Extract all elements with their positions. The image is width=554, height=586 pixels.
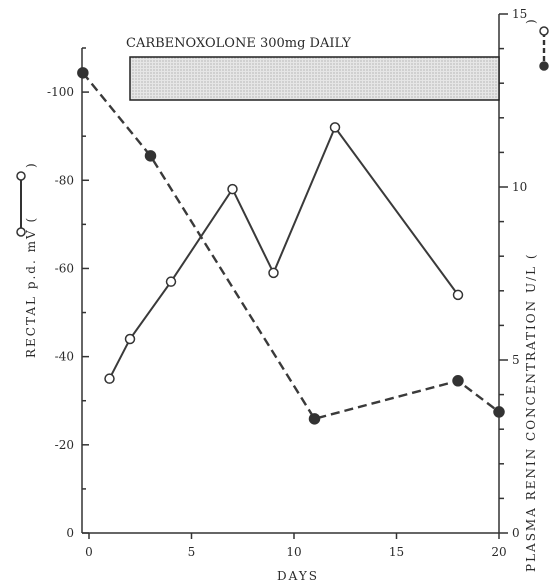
right-axis-title-group: PLASMA RENIN CONCENTRATION U/L ( bbox=[524, 252, 538, 572]
left-legend-symbol bbox=[16, 171, 26, 237]
x-axis-title: DAYS bbox=[277, 569, 319, 583]
series-rectal-line bbox=[108, 125, 459, 380]
right-axis-title: PLASMA RENIN CONCENTRATION U/L ( bbox=[524, 252, 538, 572]
rectal-pd-point bbox=[104, 373, 115, 384]
rectal-pd-point bbox=[329, 122, 341, 133]
left-tick-label: -40 bbox=[55, 350, 74, 364]
renin-point bbox=[452, 375, 464, 387]
left-axis-title-close: ) bbox=[24, 161, 38, 168]
series-renin-line bbox=[81, 72, 500, 421]
left-tick-label: -20 bbox=[55, 438, 74, 452]
right-tick-label: 10 bbox=[512, 180, 527, 194]
left-tick-label: -60 bbox=[55, 261, 74, 275]
x-tick-label: 0 bbox=[85, 545, 93, 559]
left-tick-label: 0 bbox=[66, 526, 74, 540]
right-tick-label: 5 bbox=[512, 353, 520, 367]
renin-point bbox=[493, 406, 505, 418]
right-legend-symbol bbox=[539, 26, 549, 71]
left-tick-label: -100 bbox=[47, 85, 74, 99]
rectal-pd-point bbox=[227, 183, 238, 195]
renin-point bbox=[144, 150, 157, 162]
x-tick-label: 15 bbox=[389, 545, 404, 559]
rectal-pd-point bbox=[165, 276, 177, 287]
left-axis-title-group: RECTAL p.d. mV ( bbox=[24, 216, 38, 358]
left-axis-title: RECTAL p.d. mV ( bbox=[24, 216, 38, 358]
treatment-bar bbox=[129, 56, 500, 101]
right-axis-title-close: ) bbox=[524, 17, 538, 24]
rectal-pd-point bbox=[124, 333, 136, 345]
renin-point bbox=[308, 413, 321, 425]
left-tick-label: -80 bbox=[55, 173, 74, 187]
right-tick-label: 0 bbox=[512, 526, 520, 540]
right-tick-label: 15 bbox=[512, 7, 527, 21]
renin-point bbox=[77, 67, 89, 79]
x-tick-label: 5 bbox=[188, 545, 196, 559]
x-tick-label: 10 bbox=[286, 545, 301, 559]
series-points bbox=[77, 67, 505, 425]
tick-labels: 0 5 10 15 20 0 -20 -40 -60 -80 -100 0 5 10 15 bbox=[47, 7, 527, 559]
x-tick-label: 20 bbox=[491, 545, 506, 559]
rectal-pd-point bbox=[452, 289, 464, 301]
rectal-pd-point bbox=[268, 267, 279, 279]
tick-marks bbox=[82, 13, 508, 539]
treatment-label: CARBENOXOLONE 300mg DAILY bbox=[126, 36, 351, 51]
